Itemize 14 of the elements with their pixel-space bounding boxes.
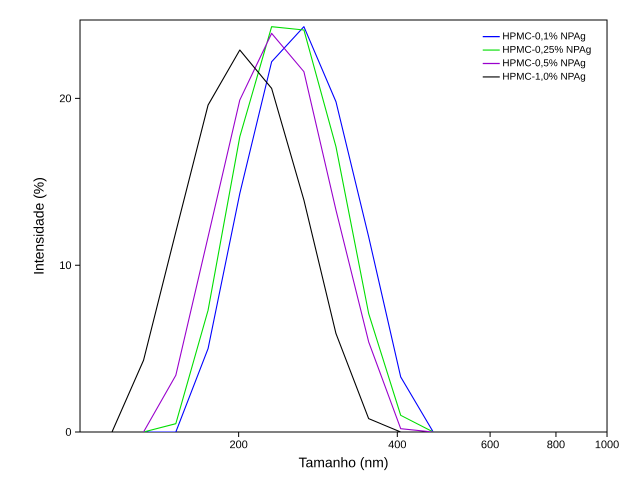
y-tick-label: 0 <box>66 428 72 436</box>
x-tick-label: 200 <box>230 440 248 448</box>
legend-label: HPMC-0,5% NPAg <box>503 59 586 68</box>
x-tick-label: 800 <box>547 440 565 448</box>
y-axis-title: Intensidade (%) <box>33 178 46 274</box>
x-axis-title: Tamanho (nm) <box>298 457 388 470</box>
y-tick-label: 10 <box>60 261 72 270</box>
legend-label: HPMC-0,1% NPAg <box>503 32 586 42</box>
x-tick-label: 400 <box>388 440 406 448</box>
y-tick-label: 20 <box>60 94 72 102</box>
legend-label: HPMC-1,0% NPAg <box>503 72 586 82</box>
legend-label: HPMC-0,25% NPAg <box>503 46 591 55</box>
x-tick-label: 1000 <box>596 440 619 448</box>
x-tick-label: 600 <box>482 440 499 448</box>
